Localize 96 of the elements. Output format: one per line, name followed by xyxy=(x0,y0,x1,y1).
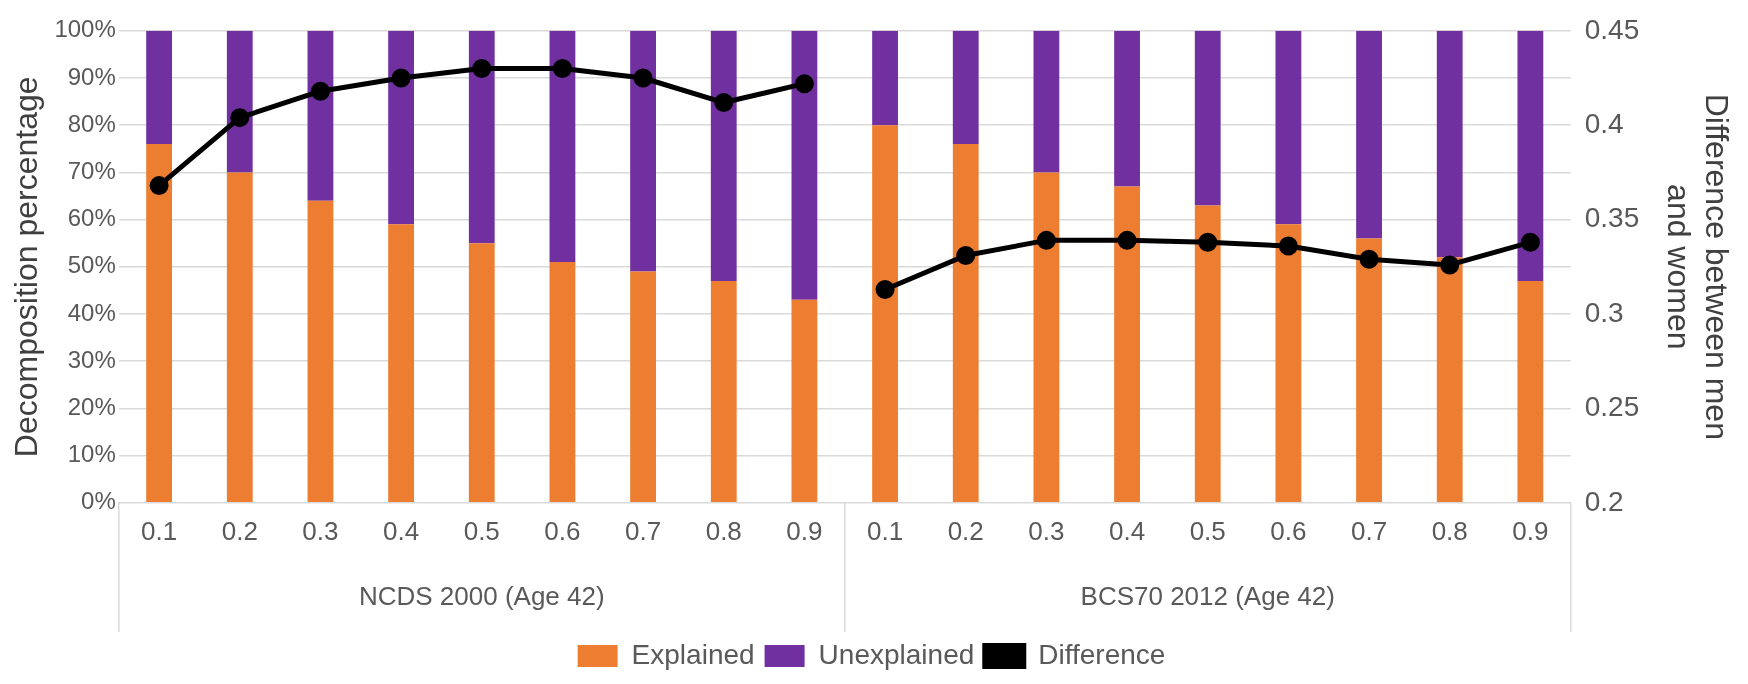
y2-axis-title: Difference between men and women xyxy=(1660,93,1735,440)
y-tick-label: 80% xyxy=(67,109,116,137)
y-tick-label: 40% xyxy=(67,298,116,326)
bar xyxy=(1436,30,1463,258)
point xyxy=(714,93,734,113)
point xyxy=(633,68,653,88)
point xyxy=(1359,249,1379,269)
bar xyxy=(1517,280,1544,503)
point xyxy=(472,59,492,79)
x-tick-label: 0.1 xyxy=(141,515,178,546)
y2-tick-label: 0.45 xyxy=(1584,13,1640,45)
bar xyxy=(1194,30,1221,206)
point xyxy=(552,59,572,79)
bar xyxy=(710,30,737,281)
bar xyxy=(630,30,656,272)
bar xyxy=(388,30,415,225)
bar xyxy=(1033,172,1060,503)
bar xyxy=(872,125,898,503)
bar xyxy=(952,144,979,503)
x-tick-label: 0.9 xyxy=(786,515,823,546)
y-tick-label: 10% xyxy=(67,440,116,468)
legend-label: Explained xyxy=(631,638,755,670)
y2-tick-label: 0.3 xyxy=(1584,296,1624,328)
text: BCS70 2012 (Age 42) xyxy=(1080,581,1335,612)
x-tick-label: 0.1 xyxy=(867,515,904,546)
bar xyxy=(1436,257,1463,503)
bar xyxy=(1275,30,1302,225)
bar xyxy=(307,200,334,503)
bar xyxy=(549,30,576,263)
point xyxy=(149,176,169,196)
x-tick-label: 0.7 xyxy=(625,515,662,546)
x-tick-label: 0.8 xyxy=(705,515,742,546)
x-tick-label: 0.6 xyxy=(1270,515,1307,546)
x-tick-label: 0.2 xyxy=(947,515,984,546)
bar xyxy=(1194,205,1221,503)
y-tick-label: 0% xyxy=(81,487,116,515)
bar xyxy=(146,30,173,145)
bar xyxy=(146,144,173,503)
bar xyxy=(468,243,495,503)
bar xyxy=(1356,238,1382,503)
x-tick-label: 0.3 xyxy=(1028,515,1065,546)
bar xyxy=(710,280,737,503)
x-tick-label: 0.6 xyxy=(544,515,581,546)
y2-tick-label: 0.4 xyxy=(1584,107,1624,139)
bar xyxy=(226,30,253,173)
x-tick-label: 0.4 xyxy=(383,515,420,546)
legend-label: Difference xyxy=(1038,638,1166,670)
bar xyxy=(307,30,334,201)
bar xyxy=(1517,30,1544,281)
text: NCDS 2000 (Age 42) xyxy=(358,581,605,612)
bar xyxy=(1033,30,1060,173)
bar xyxy=(1114,30,1140,187)
bar xyxy=(1275,224,1302,503)
point xyxy=(1117,230,1137,250)
y-tick-label: 30% xyxy=(67,345,116,373)
y-axis-title: Decomposition percentage xyxy=(8,76,45,458)
point xyxy=(310,81,330,101)
bar xyxy=(952,30,979,145)
y-tick-label: 20% xyxy=(67,393,116,421)
x-tick-label: 0.3 xyxy=(302,515,339,546)
point xyxy=(1036,230,1056,250)
x-tick-label: 0.5 xyxy=(1189,515,1226,546)
x-tick-label: 0.2 xyxy=(221,515,258,546)
x-tick-label: 0.5 xyxy=(463,515,500,546)
y2-tick-label: 0.2 xyxy=(1584,485,1624,517)
bar xyxy=(1356,30,1382,239)
x-tick-label: 0.9 xyxy=(1512,515,1549,546)
y-tick-label: 50% xyxy=(67,251,116,279)
point xyxy=(391,68,411,88)
bar xyxy=(468,30,495,244)
y2-tick-label: 0.25 xyxy=(1584,391,1640,423)
point xyxy=(956,245,976,265)
point xyxy=(1198,232,1218,252)
bar xyxy=(872,30,898,126)
point xyxy=(1278,236,1298,256)
bar xyxy=(388,224,415,503)
y2-tick-label: 0.35 xyxy=(1584,202,1640,234)
legend-label: Unexplained xyxy=(818,638,975,670)
y-tick-label: 70% xyxy=(67,157,116,185)
point xyxy=(230,108,250,128)
y-tick-label: 90% xyxy=(67,62,116,90)
x-tick-label: 0.4 xyxy=(1108,515,1146,546)
bar xyxy=(549,262,576,503)
bar xyxy=(791,30,818,300)
point xyxy=(1440,255,1460,275)
point xyxy=(794,74,814,94)
y-tick-label: 100% xyxy=(54,15,116,43)
bar xyxy=(791,299,818,503)
x-tick-label: 0.7 xyxy=(1350,515,1388,546)
x-tick-label: 0.8 xyxy=(1431,515,1468,546)
bar xyxy=(630,271,656,503)
y-tick-label: 60% xyxy=(67,204,116,232)
bar xyxy=(1114,186,1140,503)
point xyxy=(1520,232,1540,252)
bar xyxy=(226,172,253,503)
point xyxy=(875,279,895,299)
